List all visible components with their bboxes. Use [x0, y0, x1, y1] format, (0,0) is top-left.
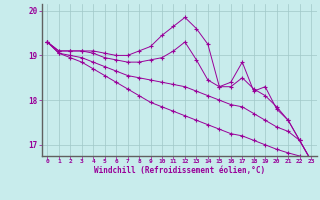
X-axis label: Windchill (Refroidissement éolien,°C): Windchill (Refroidissement éolien,°C)	[94, 166, 265, 175]
